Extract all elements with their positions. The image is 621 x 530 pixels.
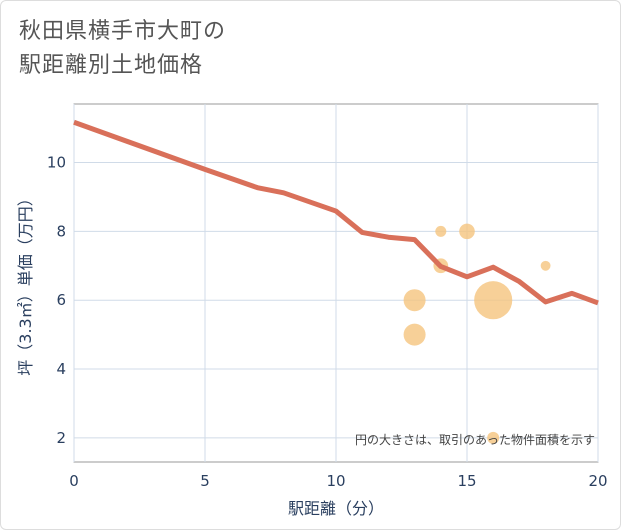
title-line-2: 駅距離別土地価格 — [19, 53, 204, 78]
bubble-point — [540, 260, 551, 271]
bubble-point — [459, 223, 475, 240]
bubble-point — [474, 281, 513, 320]
bubble-point — [487, 431, 500, 444]
x-tick-label: 5 — [200, 472, 210, 490]
x-axis-label: 駅距離（分） — [288, 499, 384, 518]
y-tick-label: 4 — [56, 360, 66, 378]
bubble-point — [403, 289, 426, 312]
chart-title: 秋田県横手市大町の 駅距離別土地価格 — [19, 15, 226, 83]
bubble-point — [435, 225, 447, 237]
x-tick-label: 10 — [326, 472, 345, 490]
y-tick-label: 10 — [47, 154, 66, 172]
title-line-1: 秋田県横手市大町の — [19, 19, 227, 44]
y-tick-label: 2 — [56, 429, 66, 447]
bubble-point — [403, 323, 426, 346]
x-tick-label: 15 — [457, 472, 476, 490]
y-axis-label: 坪（3.3㎡）単価（万円） — [16, 190, 35, 375]
y-tick-label: 8 — [56, 222, 66, 240]
x-tick-label: 20 — [588, 472, 607, 490]
x-tick-label: 0 — [69, 472, 79, 490]
bubble-size-note: 円の大きさは、取引のあった物件面積を示す — [355, 432, 595, 447]
y-tick-label: 6 — [56, 291, 66, 309]
price-line — [73, 119, 599, 306]
